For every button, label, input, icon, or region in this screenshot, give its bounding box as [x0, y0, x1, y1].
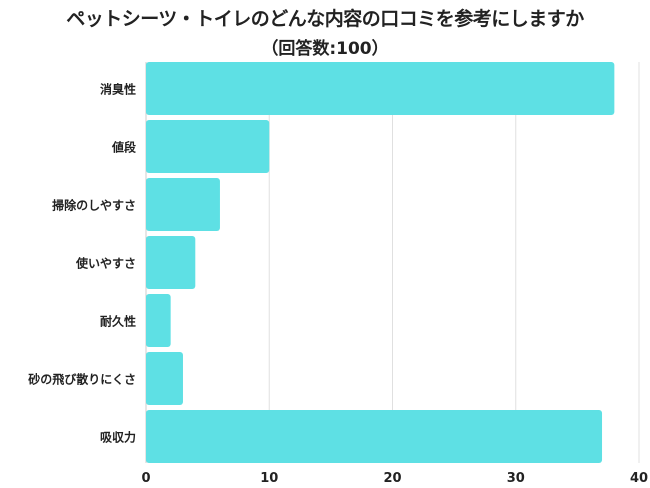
x-tick-label: 10: [260, 471, 278, 486]
bar: [146, 120, 270, 173]
bar: [146, 294, 171, 347]
y-category-label: 使いやすさ: [75, 256, 136, 271]
y-category-label: 耐久性: [100, 314, 136, 329]
x-tick-label: 40: [630, 471, 648, 486]
y-category-label: 値段: [111, 140, 137, 155]
bar: [146, 62, 615, 115]
x-tick-label: 0: [141, 471, 150, 486]
x-tick-label: 30: [507, 471, 525, 486]
bar: [146, 410, 603, 463]
bar: [146, 352, 183, 405]
y-category-label: 吸収力: [100, 430, 136, 445]
y-category-label: 掃除のしやすさ: [52, 198, 136, 213]
x-tick-label: 20: [383, 471, 401, 486]
bar: [146, 178, 220, 231]
y-category-label: 砂の飛び散りにくさ: [27, 372, 136, 387]
bar: [146, 236, 196, 289]
chart-title: ペットシーツ・トイレのどんな内容の口コミを参考にしますか: [66, 8, 584, 30]
y-category-label: 消臭性: [100, 82, 136, 97]
chart-subtitle: （回答数:100）: [261, 39, 389, 59]
